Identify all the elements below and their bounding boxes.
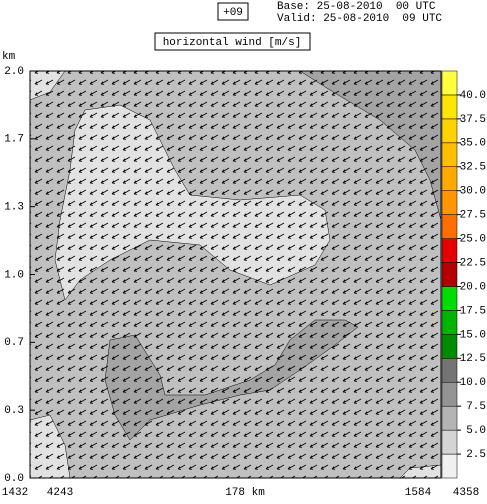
field <box>30 71 441 478</box>
colorbar-label: 7.5 <box>466 401 486 413</box>
colorbar-label: 15.0 <box>460 329 486 341</box>
x-label: 4358 <box>453 487 479 499</box>
colorbar-bin <box>441 262 458 287</box>
colorbar-bin <box>441 381 458 407</box>
colorbar-bin <box>441 310 458 335</box>
colorbar-label: 22.5 <box>460 257 486 269</box>
colorbar-label: 17.5 <box>460 305 486 317</box>
colorbar-label: 2.5 <box>466 449 486 461</box>
x-label: 1584 <box>405 487 432 499</box>
colorbar-bin <box>441 190 458 215</box>
colorbar-label: 5.0 <box>466 425 486 437</box>
x-label: 1432 <box>2 487 28 499</box>
y-tick-label: 0.7 <box>4 337 24 349</box>
y-tick-label: 0.3 <box>4 405 24 417</box>
colorbar-bin <box>441 166 458 191</box>
colorbar-label: 40.0 <box>460 90 486 102</box>
chart-title: horizontal wind [m/s] <box>163 37 302 49</box>
colorbar-label: 20.0 <box>460 281 486 293</box>
colorbar-bin <box>441 70 458 96</box>
wind-arrows <box>30 71 441 478</box>
colorbar-label: 37.5 <box>460 114 486 126</box>
y-tick-label: 2.0 <box>4 66 24 78</box>
colorbar-label: 27.5 <box>460 210 486 222</box>
colorbar-bin <box>441 118 458 144</box>
colorbar-bin <box>441 453 458 479</box>
colorbar-bin <box>441 142 458 168</box>
x-label: 178 km <box>225 487 265 499</box>
y-tick-label: 1.7 <box>4 134 24 146</box>
x-label: 4243 <box>47 487 73 499</box>
colorbar-label: 35.0 <box>460 138 486 150</box>
colorbar-bin <box>441 286 458 311</box>
colorbar-label: 30.0 <box>460 186 486 198</box>
colorbar-label: 10.0 <box>460 377 486 389</box>
title-box <box>154 32 311 51</box>
colorbar-bin <box>441 429 458 455</box>
y-axis-label: km <box>2 51 16 63</box>
colorbar-bin <box>441 334 458 359</box>
colorbar-bin <box>441 405 458 431</box>
colorbar-bin <box>441 94 458 120</box>
forecast-step: +09 <box>223 7 243 19</box>
valid-time: Valid: 25-08-2010 09 UTC <box>277 13 442 25</box>
colorbar-label: 12.5 <box>460 353 486 365</box>
y-tick-label: 0.0 <box>4 473 24 485</box>
step-box <box>217 2 249 21</box>
base-time: Base: 25-08-2010 00 UTC <box>277 1 436 13</box>
y-tick-label: 1.3 <box>4 202 24 214</box>
y-tick-label: 1.0 <box>4 269 24 281</box>
colorbar-label: 25.0 <box>460 233 486 245</box>
colorbar-label: 32.5 <box>460 162 486 174</box>
colorbar-bin <box>441 214 458 239</box>
colorbar-bin <box>441 358 458 383</box>
colorbar-bin <box>441 238 458 263</box>
